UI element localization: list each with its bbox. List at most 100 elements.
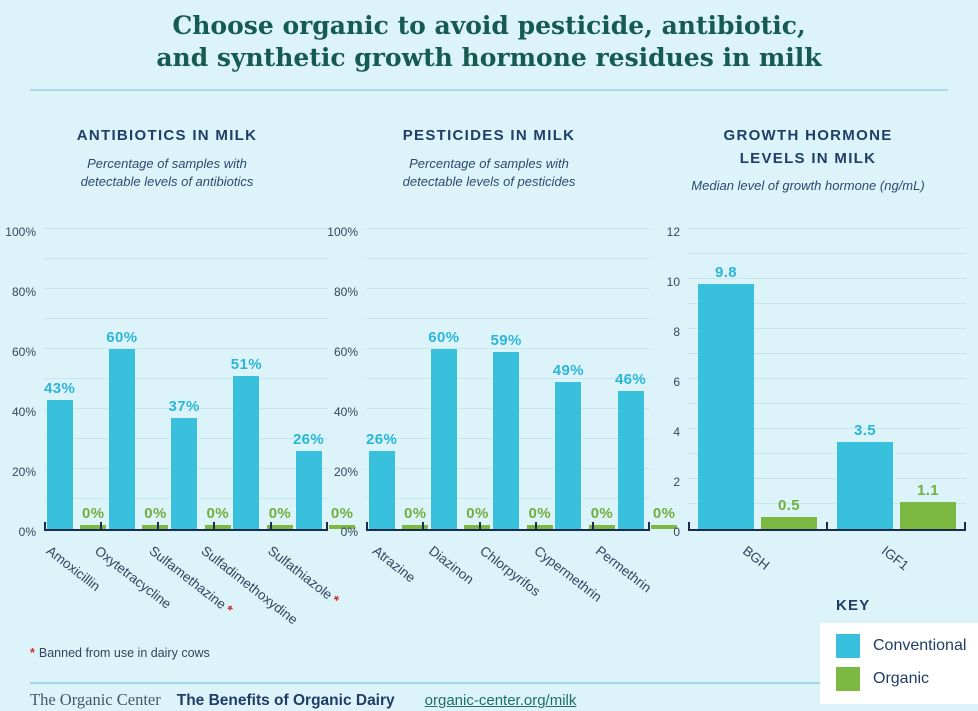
organic-bar [402,525,429,529]
conventional-bar [555,382,582,529]
bar-with-label: 59% [490,332,521,529]
chart-column-growth-hormone: GROWTH HORMONE LEVELS IN MILK Median lev… [650,113,966,663]
x-axis-tick [592,522,595,529]
bar-value-label: 1.1 [916,481,940,499]
bar-value-label: 0% [403,505,427,522]
organic-bar [761,516,817,529]
conventional-bar [368,451,395,529]
gridline [366,288,650,289]
bar-value-label: 0% [268,505,292,522]
charts-row: ANTIBIOTICS IN MILK Percentage of sample… [0,113,978,663]
bar-value-label: 49% [552,362,584,379]
gridline [688,403,966,404]
growth-hormone-y-axis-labels: 0 2 4 6 8 10 12 [650,225,688,539]
y-tick-label: 60% [11,345,36,359]
organic-bar [329,525,356,529]
legend-heading: KEY [836,597,871,614]
footnote-asterisk-icon: * [30,646,35,660]
conventional-bar [295,451,322,529]
bar-value-label: 43% [44,380,76,397]
bar-with-label: 51% [231,356,262,529]
x-category-label: BGH [739,543,772,573]
gridline [688,453,966,454]
bar-group: 26% 0% [366,431,429,529]
bar-value-label: 0% [652,505,676,522]
bar-group: 3.5 1.1 [827,422,966,529]
bar-value-label: 0% [144,505,167,522]
bar-with-label: 60% [106,329,137,529]
bar-value-label: 0% [466,505,489,522]
legend-row-conventional: Conventional [836,634,966,658]
x-axis-tick [156,522,159,529]
bar-group: 60% 0% [106,329,169,529]
legend-label-conventional: Conventional [873,637,967,654]
bar-with-label: 43% [44,380,75,529]
footer-link[interactable]: organic-center.org/milk [424,692,577,709]
conventional-bar [46,400,73,529]
gridline [44,318,328,319]
bar-with-label: 0% [142,505,169,529]
antibiotics-y-axis-labels: 0% 20% 40% 60% 80% 100% [5,225,44,539]
conventional-bar [233,376,260,529]
main-title-line2: and synthetic growth hormone residues in… [156,43,822,72]
bar-with-label: 0% [588,505,615,529]
conventional-bar [493,352,520,529]
growth-hormone-chart-title: GROWTH HORMONE LEVELS IN MILK [723,127,893,167]
pesticides-y-axis-labels: 0% 20% 40% 60% 80% 100% [327,225,366,539]
gridline [688,278,966,279]
bar-group: 51% 0% [231,356,293,529]
y-tick-label: 2 [673,475,680,489]
gridline [688,353,966,354]
y-tick-label: 8 [673,325,680,339]
y-tick-label: 80% [11,285,36,299]
banned-footnote: * Banned from use in dairy cows [30,646,210,660]
bar-group: 43% 0% [44,380,107,529]
x-axis-tick [99,522,102,529]
bar-with-label: 46% [615,371,646,529]
x-axis-tick [535,522,538,529]
y-tick-label: 40% [333,405,358,419]
x-axis-tick [478,522,481,529]
x-axis-tick [421,522,424,529]
organic-bar [900,501,956,529]
organic-bar [651,525,678,529]
y-tick-label: 4 [673,425,680,439]
growth-hormone-chart: 0 2 4 6 8 10 12 9.8 0.5 3.5 1.1 [650,225,966,539]
gridline [44,378,328,379]
main-title-line1: Choose organic to avoid pesticide, antib… [172,11,806,40]
pesticides-chart-title: PESTICIDES IN MILK [402,127,576,144]
x-axis-tick [44,522,46,529]
gridline [688,478,966,479]
bar-value-label: 0% [206,505,229,522]
y-tick-label: 100% [5,225,36,239]
bar-value-label: 26% [366,431,398,448]
pesticides-x-axis-labels: Atrazine Diazinon Chlorpyrifos Cypermethrin… [366,531,654,663]
y-tick-label: 10 [666,275,680,289]
bar-value-label: 0.5 [777,496,801,514]
x-category-label: Atrazine [370,543,419,586]
bar-with-label: 0% [329,505,356,529]
main-title: Choose organic to avoid pesticide, antib… [0,0,978,74]
legend-box: Conventional Organic [820,623,978,704]
gridline [44,228,328,229]
title-divider [30,89,948,91]
bar-value-label: 51% [230,356,262,373]
gridline [688,253,966,254]
bar-value-label: 0% [590,505,614,522]
organic-bar [526,525,553,529]
conventional-bar [171,418,198,529]
footer-publication-title: The Benefits of Organic Dairy [176,692,395,709]
bar-group: 26% 0% [292,431,356,529]
bar-with-label: 0% [651,505,678,529]
footer-divider [30,682,978,684]
x-axis-tick [964,522,966,529]
y-tick-label: 40% [11,405,36,419]
antibiotics-chart-header: ANTIBIOTICS IN MILK Percentage of sample… [6,113,328,215]
bar-value-label: 26% [292,431,325,448]
bar-value-label: 0% [330,505,354,522]
x-category-label: Permethrin [592,543,654,596]
x-axis-tick [270,522,273,529]
gridline [366,348,650,349]
bar-value-label: 60% [106,329,138,346]
gridline [688,228,966,229]
